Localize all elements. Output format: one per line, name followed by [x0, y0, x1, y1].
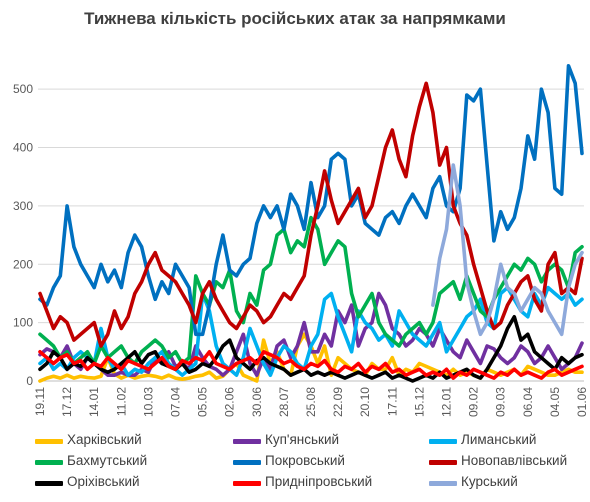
x-tick-label: 09.02 — [467, 387, 481, 417]
series-line-Покровський — [38, 64, 584, 337]
x-tick-label: 17.12 — [60, 387, 74, 417]
x-tick-label: 22.09 — [331, 387, 345, 417]
y-tick-label: 0 — [26, 374, 33, 388]
series-line-Оріхівський — [38, 315, 584, 383]
y-tick-label: 500 — [13, 82, 33, 96]
x-tick-label: 14.01 — [87, 387, 101, 417]
x-tick-label: 28.07 — [277, 387, 291, 417]
x-tick-label: 11.02 — [114, 387, 128, 416]
y-tick-label: 300 — [13, 199, 33, 213]
y-tick-label: 200 — [13, 257, 33, 271]
chart-title: Тижнева кількість російських атак за нап… — [84, 9, 506, 28]
x-tick-label: 19.11 — [33, 387, 47, 416]
x-tick-label: 02.06 — [223, 387, 237, 417]
x-tick-label: 25.08 — [304, 387, 318, 417]
x-tick-label: 05.05 — [196, 387, 210, 417]
x-tick-label: 15.12 — [412, 387, 426, 417]
x-tick-label: 06.04 — [521, 387, 535, 417]
series-line-Курський — [431, 163, 584, 337]
x-tick-label: 20.10 — [358, 387, 372, 417]
x-tick-label: 12.01 — [440, 387, 454, 417]
series-line-Новопавлівський — [38, 81, 584, 348]
series-line-Придніпровський — [38, 350, 584, 380]
x-tick-label: 04.05 — [548, 387, 562, 417]
x-tick-label: 10.03 — [141, 387, 155, 417]
x-tick-label: 17.11 — [385, 387, 399, 416]
x-tick-label: 07.04 — [169, 387, 183, 417]
x-tick-label: 30.06 — [250, 387, 264, 417]
x-tick-label: 01.06 — [575, 387, 589, 417]
y-tick-label: 400 — [13, 141, 33, 155]
y-tick-label: 100 — [13, 316, 33, 330]
x-tick-label: 09.03 — [494, 387, 508, 417]
